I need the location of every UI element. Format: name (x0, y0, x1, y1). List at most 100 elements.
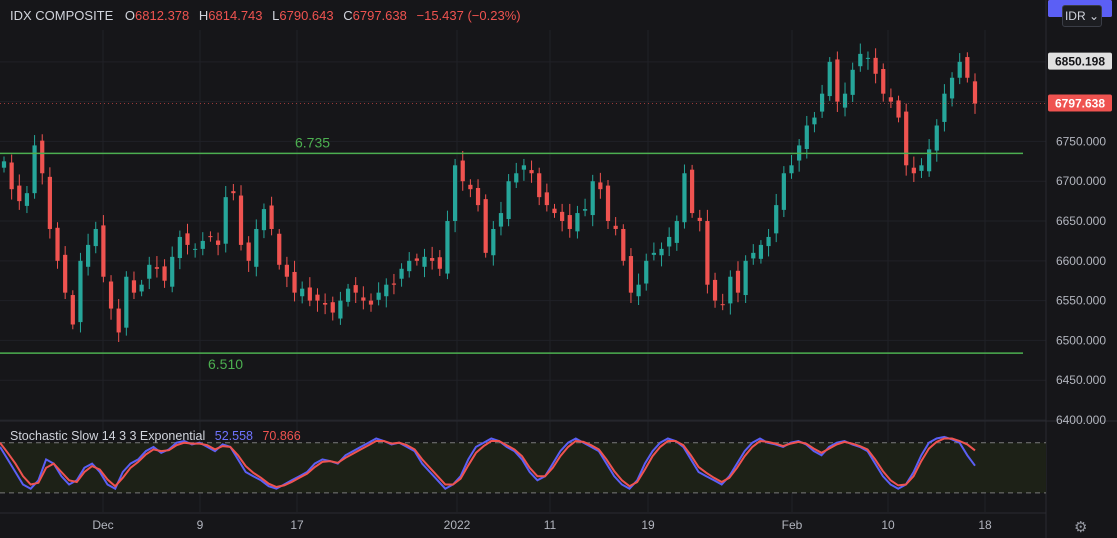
candle-body (529, 170, 534, 174)
candle-body (200, 240, 205, 249)
ohlc-legend: IDX COMPOSITE O6812.378 H6814.743 L6790.… (10, 8, 527, 23)
gear-icon[interactable]: ⚙ (1074, 519, 1088, 536)
candle-body (491, 228, 496, 256)
price-tick-label: 6500.000 (1056, 333, 1106, 347)
candle-body (292, 271, 297, 293)
candle-body (208, 236, 213, 238)
stochastic-D-line (0, 437, 976, 489)
candle-body (590, 181, 595, 216)
candle-body (697, 217, 702, 222)
candle-body (667, 236, 672, 247)
candle-body (185, 233, 190, 245)
currency-dropdown[interactable]: IDR ⌄ (1062, 5, 1102, 27)
candle-body (9, 162, 14, 190)
candle-body (766, 236, 771, 247)
candle-body (858, 53, 863, 67)
candle-body (842, 93, 848, 108)
candle-body (544, 192, 549, 206)
candle-body (873, 57, 878, 74)
candle-body (215, 240, 221, 245)
candle-body (353, 285, 358, 293)
candle-body (307, 287, 312, 301)
candle-body (949, 77, 955, 99)
level-label-0: 6.735 (295, 134, 330, 150)
currency-label: IDR (1064, 9, 1086, 23)
candle-body (774, 205, 779, 234)
candle-body (521, 165, 527, 170)
candle-body (758, 244, 764, 259)
price-mark-box (1048, 52, 1112, 70)
candle-body (751, 252, 756, 259)
candle-body (781, 173, 786, 210)
candle-body (300, 288, 305, 297)
candle-body (965, 57, 970, 78)
last-price-label: 6797.638 (1055, 97, 1105, 111)
candle-body (108, 281, 114, 309)
candle-body (919, 165, 924, 171)
grid-lines (0, 30, 1046, 512)
price-tick-label: 6400.000 (1056, 413, 1106, 427)
candle-body (659, 248, 664, 256)
candle-body (560, 211, 565, 222)
candle-body (384, 284, 389, 297)
candle-body (598, 182, 603, 190)
candle-body (193, 248, 198, 250)
candle-body (315, 294, 320, 301)
candle-body (712, 279, 718, 301)
candle-body (231, 191, 236, 194)
candle-body (254, 228, 259, 267)
candle-body (368, 300, 374, 305)
candle-body (804, 125, 809, 149)
candle-body (139, 284, 144, 292)
candle-body (101, 225, 106, 277)
candle-body (575, 213, 580, 232)
stochastic-label: Stochastic Slow 14 3 3 Exponential (10, 429, 206, 443)
candle-body (246, 242, 251, 261)
candle-body (323, 303, 328, 305)
candle-body (124, 276, 129, 328)
candle-body (1, 161, 7, 168)
candle-body (238, 195, 244, 245)
candle-body (705, 221, 710, 285)
last-price-box (1048, 94, 1112, 112)
low-value: 6790.643 (279, 8, 334, 23)
candle-body (430, 258, 435, 261)
candle-body (483, 199, 488, 253)
candle-body (827, 61, 832, 97)
open-value: 6812.378 (135, 8, 190, 23)
candle-body (690, 169, 695, 214)
price-mark-label: 6850.198 (1055, 55, 1105, 69)
time-tick-label: Dec (92, 518, 113, 532)
stochastic-band (0, 442, 1046, 493)
time-tick-label: 18 (978, 518, 992, 532)
candle-body (338, 300, 343, 319)
candle-body (170, 256, 175, 287)
candle-body (865, 57, 871, 59)
candle-body (927, 149, 932, 172)
time-tick-label: 19 (641, 518, 655, 532)
candle-body (812, 117, 817, 125)
candle-body (835, 59, 840, 102)
price-tick-label: 6650.000 (1056, 214, 1106, 228)
candle-body (735, 270, 741, 293)
candle-body (445, 221, 450, 274)
candle-body (674, 221, 679, 243)
candle-body (896, 100, 901, 118)
candle-body (743, 260, 748, 296)
candle-body (605, 185, 611, 222)
candle-body (789, 165, 794, 174)
candle-body (32, 145, 37, 194)
low-label: L (272, 8, 280, 23)
candle-body (552, 208, 557, 214)
candle-body (261, 209, 267, 231)
candle-body (644, 260, 649, 284)
candle-body (40, 140, 45, 174)
candle-body (147, 264, 152, 279)
candle-body (621, 228, 626, 261)
stochastic-k-value: 52.558 (214, 429, 253, 443)
candle-body (613, 225, 618, 229)
stochastic-legend: Stochastic Slow 14 3 3 Exponential 52.55… (10, 429, 301, 443)
candle-body (70, 295, 75, 325)
candle-body (942, 93, 947, 122)
